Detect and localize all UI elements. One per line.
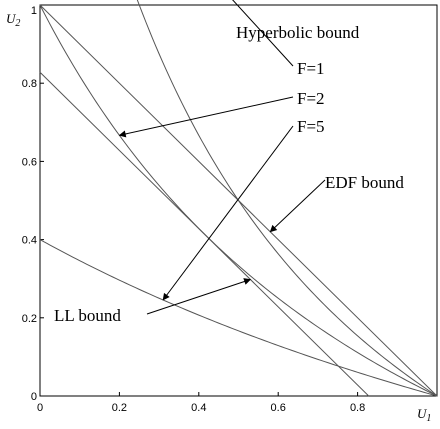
x-tick-label: 0.4 bbox=[191, 402, 206, 414]
annotation-label-hyperbolic-bound: Hyperbolic bound bbox=[236, 23, 360, 42]
annotation-label-f-5: F=5 bbox=[297, 117, 325, 136]
y-tick-label: 0.8 bbox=[22, 78, 37, 90]
annotation-label-ll-bound: LL bound bbox=[54, 306, 121, 325]
x-tick-label: 0.6 bbox=[271, 402, 286, 414]
annotation-arrow-f-1 bbox=[232, 0, 294, 67]
y-axis-label-subscript: 2 bbox=[15, 18, 20, 29]
series-line-f-2 bbox=[39, 4, 438, 397]
y-tick-label: 0 bbox=[31, 391, 37, 403]
annotation-label-f-2: F=2 bbox=[297, 89, 325, 108]
series-line-f-1 bbox=[136, 0, 438, 397]
y-tick-label: 1 bbox=[31, 5, 37, 17]
annotation-arrow-f-2 bbox=[118, 96, 294, 138]
annotation-label-f-1: F=1 bbox=[297, 59, 325, 78]
x-tick-label: 0.2 bbox=[112, 402, 127, 414]
annotation-arrow-f-5 bbox=[162, 125, 294, 301]
y-tick-label: 0.6 bbox=[22, 156, 37, 168]
x-axis-label: U1 bbox=[417, 406, 431, 424]
y-tick-label: 0.4 bbox=[22, 235, 37, 247]
series-line-f-5 bbox=[39, 239, 438, 397]
plot-frame bbox=[39, 4, 438, 397]
y-tick-label: 0.2 bbox=[22, 313, 37, 325]
series-line-ll-bound bbox=[39, 71, 370, 397]
annotation-arrow-ll-bound bbox=[146, 278, 252, 315]
x-tick-label: 0 bbox=[37, 402, 43, 414]
y-axis-label: U2 bbox=[6, 11, 20, 29]
annotation-arrow-edf-bound bbox=[269, 179, 326, 233]
annotation-label-edf-bound: EDF bound bbox=[325, 173, 404, 192]
x-tick-label: 0.8 bbox=[350, 402, 365, 414]
x-axis-label-subscript: 1 bbox=[426, 413, 431, 424]
